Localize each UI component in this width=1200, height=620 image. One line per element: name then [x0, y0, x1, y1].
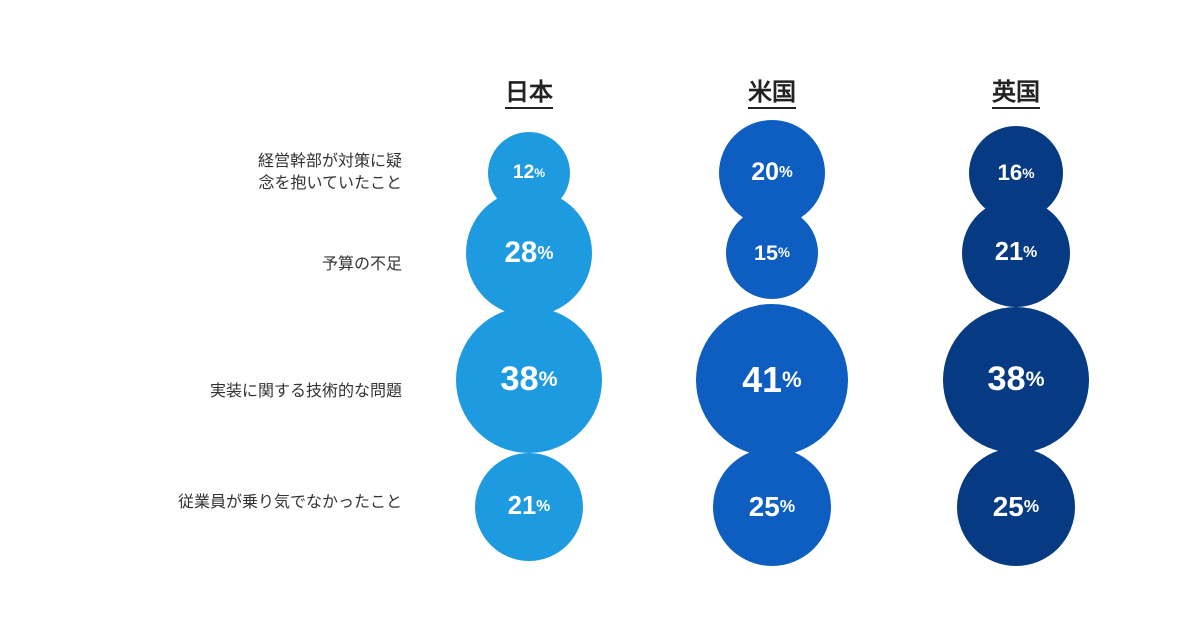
- bubble-unit: %: [779, 496, 796, 517]
- bubble-value: 15: [754, 239, 779, 265]
- bubble-value: 25: [748, 490, 780, 522]
- bubble: 25%: [956, 447, 1076, 567]
- row-label: 実装に関する技術的な問題: [209, 383, 402, 400]
- bubble-unit: %: [778, 245, 790, 261]
- bubble-value: 28: [504, 235, 538, 269]
- bubble-value: 38: [500, 360, 539, 399]
- column-header-text: 米国: [748, 79, 796, 109]
- bubble-value: 41: [742, 359, 783, 400]
- bubble: 21%: [474, 452, 584, 562]
- bubble-value: 20: [751, 158, 779, 187]
- bubble-unit: %: [536, 497, 551, 515]
- bubble-value: 21: [507, 492, 537, 521]
- bubble-value: 21: [994, 238, 1024, 267]
- column-header-text: 英国: [992, 79, 1040, 109]
- bubble-unit: %: [1023, 243, 1038, 261]
- bubble-unit: %: [537, 241, 554, 263]
- column-header: 米国: [692, 72, 852, 109]
- bubble: 25%: [712, 447, 832, 567]
- bubble: 38%: [942, 306, 1090, 454]
- bubble: 21%: [961, 198, 1071, 308]
- bubble-value: 12: [512, 161, 535, 183]
- row-label: 予算の不足: [321, 256, 402, 273]
- row-label: 経営幹部が対策に疑 念を抱いていたこと: [257, 153, 402, 192]
- column-header: 日本: [449, 72, 609, 109]
- bubble-unit: %: [782, 367, 802, 392]
- bubble-unit: %: [1025, 367, 1045, 392]
- bubble: 15%: [726, 207, 818, 299]
- column-header-text: 日本: [505, 79, 553, 109]
- bubble-value: 38: [987, 360, 1026, 399]
- column-header: 英国: [936, 72, 1096, 109]
- bubble: 20%: [718, 119, 826, 227]
- bubble-unit: %: [538, 367, 558, 392]
- bubble: 41%: [696, 304, 848, 456]
- row-label: 従業員が乗り気でなかったこと: [177, 494, 402, 511]
- bubble: 28%: [466, 190, 592, 316]
- bubble-unit: %: [1022, 164, 1035, 181]
- bubble: 38%: [455, 306, 603, 454]
- bubble-value: 16: [997, 159, 1023, 185]
- bubble-unit: %: [534, 165, 546, 180]
- bubble-unit: %: [1023, 496, 1040, 517]
- bubble-value: 25: [992, 490, 1024, 522]
- bubble-unit: %: [778, 163, 793, 181]
